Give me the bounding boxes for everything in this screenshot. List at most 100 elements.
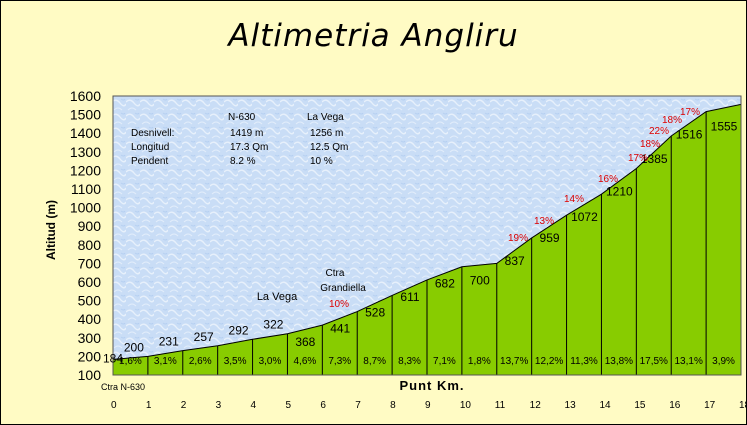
altitude-label: 441 — [330, 322, 350, 336]
info-row-n630-value: 17.3 Qm — [230, 142, 268, 153]
gradient-label: 3,1% — [154, 356, 177, 367]
x-tick-label: 15 — [634, 400, 646, 411]
altitude-area — [112, 103, 742, 376]
info-row-n630-value: 1419 m — [230, 128, 263, 139]
y-tick-label: 1500 — [70, 107, 101, 123]
steep-annotation: 18% — [640, 139, 660, 150]
y-tick-label: 500 — [78, 293, 102, 309]
altitude-label: 1385 — [641, 152, 668, 166]
gradient-label: 11,3% — [570, 356, 598, 367]
x-tick-label: 16 — [669, 400, 681, 411]
gradient-label: 17,5% — [640, 356, 668, 367]
plot-border — [112, 95, 742, 376]
x-tick-label: 4 — [251, 400, 257, 411]
info-row-la-vega-value: 10 % — [310, 156, 333, 167]
info-row-la-vega-value: 12.5 Qm — [310, 142, 348, 153]
x-tick-label: 2 — [181, 400, 187, 411]
altitude-label: 1072 — [571, 210, 598, 224]
gradient-label: 3,9% — [712, 356, 735, 367]
y-tick-label: 1100 — [71, 181, 101, 197]
altitude-label: 700 — [470, 273, 490, 287]
altitude-label: 322 — [263, 318, 283, 332]
y-tick-label: 300 — [78, 330, 102, 346]
steep-annotation: 13% — [534, 216, 554, 227]
x-tick-label: 14 — [599, 400, 611, 411]
info-row-la-vega-value: 1256 m — [310, 128, 343, 139]
place-label-grandiella: Grandiella — [320, 283, 366, 294]
gradient-label: 1,6% — [119, 356, 142, 367]
gradient-label: 3,0% — [259, 356, 282, 367]
steep-annotation: 16% — [598, 174, 618, 185]
y-tick-label: 700 — [78, 255, 102, 271]
steep-annotation: 17% — [680, 107, 700, 118]
x-axis-title: Punt Km. — [399, 378, 464, 393]
y-tick-label: 1200 — [70, 162, 101, 178]
info-header-la-vega: La Vega — [307, 112, 344, 123]
x-tick-label: 1 — [146, 400, 152, 411]
x-tick-label: 18 — [739, 400, 747, 411]
y-tick-label: 1600 — [70, 88, 101, 104]
gradient-label: 7,1% — [433, 356, 456, 367]
steep-annotation: 22% — [649, 126, 669, 137]
x-tick-label: 3 — [216, 400, 222, 411]
altitude-label: 837 — [505, 254, 525, 268]
y-tick-label: 200 — [78, 348, 102, 364]
info-row-label: Pendent — [131, 156, 168, 167]
gradient-label: 7,3% — [328, 356, 351, 367]
altitude-label: 368 — [295, 335, 315, 349]
x-tick-label: 5 — [285, 400, 291, 411]
place-label-ctra-n630: Ctra N-630 — [101, 382, 145, 392]
x-tick-label: 13 — [565, 400, 577, 411]
gradient-label: 8,3% — [398, 356, 421, 367]
y-tick-label: 400 — [78, 311, 102, 327]
chart-title: Altimetria Angliru — [228, 18, 519, 54]
info-row-n630-value: 8.2 % — [230, 156, 256, 167]
steep-annotation: 14% — [564, 194, 584, 205]
gradient-label: 13,7% — [500, 356, 528, 367]
altitude-label: 257 — [194, 330, 214, 344]
y-tick-label: 100 — [78, 367, 102, 383]
altitude-label: 682 — [435, 277, 455, 291]
y-tick-label: 1400 — [70, 125, 101, 141]
steep-annotation: 17% — [628, 153, 648, 164]
x-tick-label: 8 — [390, 400, 396, 411]
altitude-label: 184 — [103, 351, 123, 365]
x-tick-label: 12 — [530, 400, 542, 411]
gradient-label: 4,6% — [293, 356, 316, 367]
altitude-label: 528 — [365, 305, 385, 319]
gradient-label: 8,7% — [363, 356, 386, 367]
gradient-label: 13,8% — [605, 356, 633, 367]
x-tick-label: 11 — [495, 400, 506, 411]
x-tick-label: 9 — [425, 400, 431, 411]
gradient-label: 13,1% — [674, 356, 702, 367]
y-tick-label: 600 — [78, 274, 102, 290]
y-axis-title: Altitud (m) — [44, 200, 58, 260]
altitude-label: 231 — [159, 335, 179, 349]
gradient-label: 12,2% — [535, 356, 563, 367]
y-tick-label: 1300 — [70, 144, 101, 160]
info-row-label: Longitud — [131, 142, 169, 153]
y-tick-label: 800 — [78, 237, 102, 253]
y-tick-label: 900 — [78, 218, 102, 234]
place-label-ctra: Ctra — [326, 268, 345, 279]
info-row-label: Desnivell: — [131, 128, 174, 139]
steep-annotation: 18% — [662, 115, 682, 126]
x-tick-label: 7 — [355, 400, 361, 411]
altitude-label: 1210 — [606, 185, 633, 199]
x-tick-label: 17 — [704, 400, 716, 411]
altitude-label: 1516 — [676, 128, 703, 142]
y-tick-label: 1000 — [70, 200, 101, 216]
altitude-label: 959 — [540, 231, 560, 245]
x-tick-label: 10 — [460, 400, 472, 411]
altitude-label: 611 — [400, 290, 419, 304]
info-header-n630: N-630 — [228, 112, 256, 123]
altitude-label: 200 — [124, 340, 144, 354]
place-label-la-vega: La Vega — [257, 291, 298, 303]
gradient-label: 3,5% — [224, 356, 247, 367]
altitude-label: 292 — [229, 323, 249, 337]
gradient-label: 1,8% — [468, 356, 491, 367]
altitude-label: 1555 — [711, 119, 738, 133]
steep-annotation: 19% — [508, 233, 528, 244]
steep-annotation: 10% — [329, 299, 349, 310]
